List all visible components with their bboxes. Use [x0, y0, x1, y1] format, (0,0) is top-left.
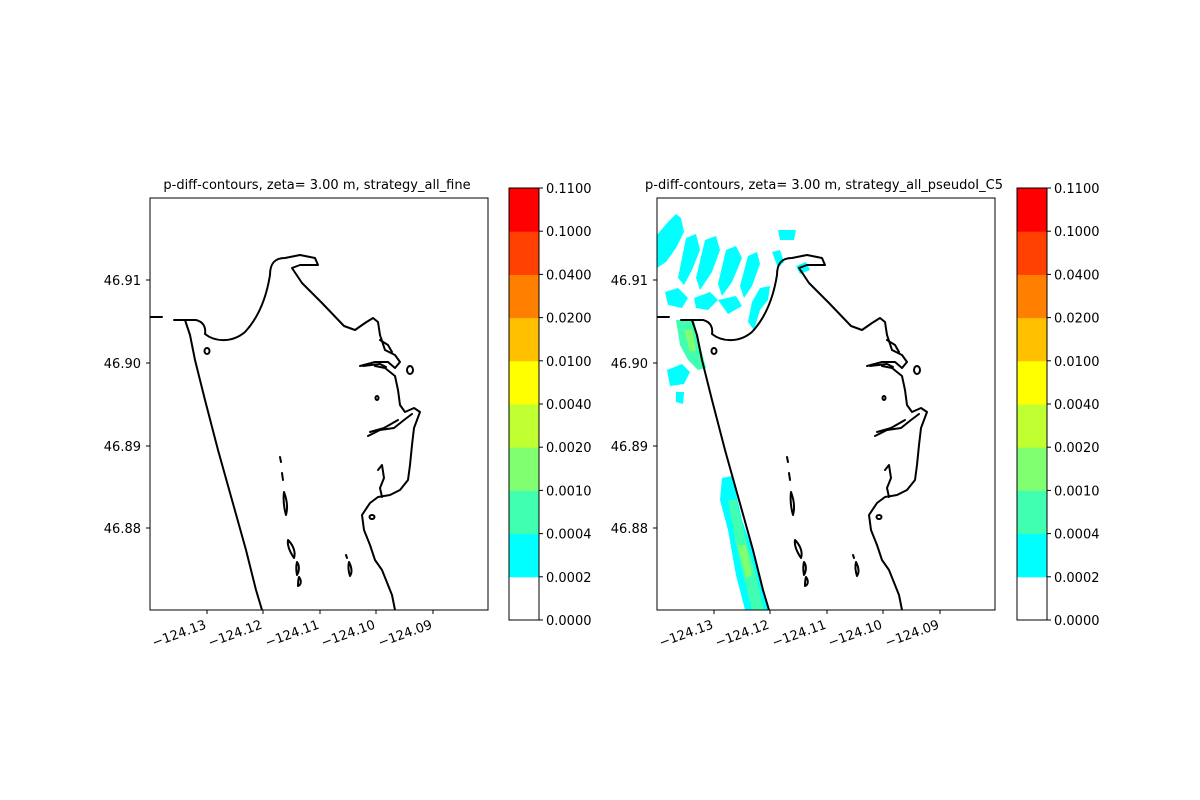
x-tick-label: −124.09: [376, 618, 434, 651]
colorbar-tick-label: 0.0000: [546, 614, 592, 629]
colorbar-right: 0.0000 0.0002 0.0004 0.0010 0.0020 0.0040 0.01…: [1016, 182, 1100, 629]
map-frame-left: [149, 197, 489, 611]
x-tick-label: −124.12: [713, 618, 771, 651]
x-tick-label: −124.13: [657, 618, 715, 651]
colorbar-swatch: [509, 231, 539, 275]
colorbar-swatch: [509, 317, 539, 362]
map-panel-left: p-diff-contours, zeta= 3.00 m, strategy_…: [104, 178, 489, 651]
colorbar-tick-label: 0.0400: [546, 268, 592, 283]
colorbar-tick-label: 0.0002: [546, 571, 592, 586]
x-axis-right: −124.13 −124.12 −124.11 −124.10 −124.09: [657, 610, 941, 651]
colorbar-tick-label: 0.1000: [546, 225, 592, 240]
colorbar-tick-label: 0.0020: [546, 441, 592, 456]
x-tick-label: −124.11: [263, 618, 321, 651]
colorbar-tick-label: 0.0010: [546, 484, 592, 499]
y-tick-label: 46.89: [611, 440, 648, 455]
colorbar-left: 0.0000 0.0002 0.0004 0.0010 0.0020 0.0040 0.01…: [508, 182, 592, 629]
colorbar-swatch: [509, 533, 539, 578]
colorbar-swatch: [1017, 274, 1047, 319]
y-tick-label: 46.90: [104, 357, 141, 372]
colorbar-tick-label: 0.0040: [1054, 398, 1100, 413]
panel-title-left: p-diff-contours, zeta= 3.00 m, strategy_…: [163, 178, 470, 193]
y-tick-label: 46.90: [611, 357, 648, 372]
colorbar-swatch: [509, 188, 539, 232]
colorbar-swatch: [1017, 317, 1047, 362]
colorbar-swatch: [509, 490, 539, 535]
colorbar-swatch: [1017, 360, 1047, 405]
colorbar-tick-label: 0.1000: [1054, 225, 1100, 240]
colorbar-tick-label: 0.0200: [1054, 312, 1100, 327]
colorbar-tick-label: 0.0200: [546, 312, 592, 327]
colorbar-tick-label: 0.1100: [1054, 182, 1100, 197]
colorbar-tick-label: 0.0100: [1054, 355, 1100, 370]
colorbar-swatch: [1017, 188, 1047, 232]
colorbar-tick-label: 0.0040: [546, 398, 592, 413]
colorbar-tick-label: 0.0002: [1054, 571, 1100, 586]
colorbar-tick-label: 0.0004: [546, 528, 592, 543]
y-tick-label: 46.91: [104, 274, 141, 289]
colorbar-swatch: [509, 274, 539, 319]
colorbar-swatch: [1017, 490, 1047, 535]
colorbar-swatch: [509, 447, 539, 491]
x-tick-label: −124.11: [770, 618, 828, 651]
x-tick-label: −124.10: [826, 618, 884, 651]
colorbar-tick-label: 0.0020: [1054, 441, 1100, 456]
x-tick-label: −124.13: [150, 618, 208, 651]
x-axis-left: −124.13 −124.12 −124.11 −124.10 −124.09: [150, 610, 434, 651]
colorbar-tick-label: 0.0010: [1054, 484, 1100, 499]
y-tick-label: 46.88: [104, 522, 141, 537]
colorbar-swatch: [1017, 533, 1047, 578]
colorbar-tick-label: 0.0000: [1054, 614, 1100, 629]
colorbar-tick-label: 0.0100: [546, 355, 592, 370]
panel-title-right: p-diff-contours, zeta= 3.00 m, strategy_…: [645, 178, 1003, 193]
colorbar-tick-label: 0.0004: [1054, 528, 1100, 543]
colorbar-swatch: [1017, 576, 1047, 621]
y-tick-label: 46.91: [611, 274, 648, 289]
x-tick-label: −124.10: [319, 618, 377, 651]
colorbar-tick-label: 0.0400: [1054, 268, 1100, 283]
colorbar-swatch: [1017, 404, 1047, 448]
x-tick-label: −124.09: [883, 618, 941, 651]
y-axis-right: 46.91 46.90 46.89 46.88: [611, 274, 657, 537]
y-tick-label: 46.88: [611, 522, 648, 537]
colorbar-swatch: [509, 360, 539, 405]
x-tick-label: −124.12: [206, 618, 264, 651]
y-tick-label: 46.89: [104, 440, 141, 455]
colorbar-swatch: [509, 404, 539, 448]
colorbar-swatch: [1017, 447, 1047, 491]
diff-fill-right: [657, 214, 810, 610]
colorbar-tick-label: 0.1100: [546, 182, 592, 197]
y-axis-left: 46.91 46.90 46.89 46.88: [104, 274, 150, 537]
colorbar-swatch: [509, 576, 539, 621]
map-panel-right: p-diff-contours, zeta= 3.00 m, strategy_…: [611, 178, 1003, 651]
colorbar-swatch: [1017, 231, 1047, 275]
